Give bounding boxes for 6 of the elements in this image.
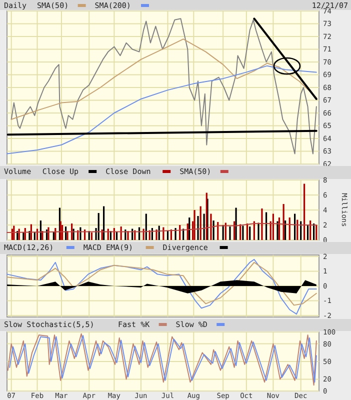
line-series — [10, 18, 317, 154]
line-series — [6, 258, 317, 315]
line-series — [6, 262, 317, 306]
line-series — [6, 223, 317, 233]
line-series — [6, 65, 317, 154]
line-series — [10, 38, 317, 120]
